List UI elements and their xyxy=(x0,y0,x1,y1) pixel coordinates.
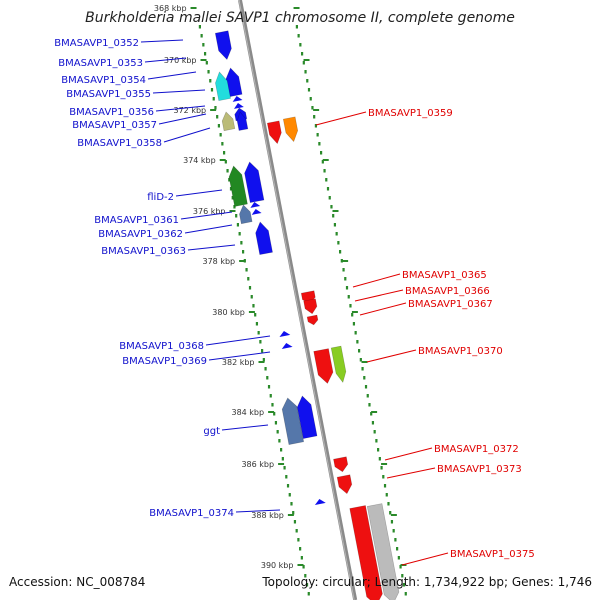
label-bmasavp1-0366: BMASAVP1_0366 xyxy=(405,286,490,297)
label-bmasavp1-0362-leader xyxy=(184,224,233,234)
label-flid-2-leader xyxy=(175,189,223,197)
gene-flid-2-green xyxy=(228,165,248,207)
label-bmasavp1-0374-leader xyxy=(235,509,281,513)
gene-bmasavp1-0353 xyxy=(215,71,231,101)
label-bmasavp1-0352-leader xyxy=(140,39,184,43)
label-ggt: ggt xyxy=(203,426,220,437)
label-bmasavp1-0365: BMASAVP1_0365 xyxy=(402,270,487,281)
tick-label: 388 kbp xyxy=(251,511,284,520)
gene-bmasavp1-0354 xyxy=(225,67,243,98)
label-bmasavp1-0373-leader xyxy=(386,467,436,479)
label-bmasavp1-0354-leader xyxy=(147,71,197,80)
label-bmasavp1-0373: BMASAVP1_0373 xyxy=(437,464,522,475)
label-bmasavp1-0361: BMASAVP1_0361 xyxy=(94,215,179,226)
gene-bmasavp1-0359 xyxy=(266,120,282,145)
gene-bmasavp1-0362b xyxy=(251,209,262,215)
gene-ggt-b xyxy=(296,395,318,439)
tick-label: 372 kbp xyxy=(174,106,207,115)
tick-label: 370 kbp xyxy=(164,56,197,65)
gene-bmasavp1-0369 xyxy=(281,343,293,349)
label-bmasavp1-0367-leader xyxy=(359,302,407,316)
chromosome-backbone-highlight xyxy=(238,0,355,600)
label-bmasavp1-0363-leader xyxy=(187,244,236,251)
label-bmasavp1-0356-leader xyxy=(155,105,206,112)
label-bmasavp1-0363: BMASAVP1_0363 xyxy=(101,246,186,257)
label-bmasavp1-0369: BMASAVP1_0369 xyxy=(122,356,207,367)
gene-bmasavp1-0356 xyxy=(234,103,244,109)
label-bmasavp1-0370-leader xyxy=(366,349,417,363)
dotted-ring-right xyxy=(295,25,407,596)
label-ggt-leader xyxy=(221,424,269,431)
gene-bmasavp1-0373 xyxy=(336,474,353,495)
gene-bmasavp1-0370 xyxy=(313,348,334,384)
label-bmasavp1-0356: BMASAVP1_0356 xyxy=(69,107,154,118)
label-bmasavp1-0372: BMASAVP1_0372 xyxy=(434,444,519,455)
tick-label: 386 kbp xyxy=(241,460,274,469)
gene-bmasavp1-0358b xyxy=(236,111,249,131)
gene-bmasavp1-0355 xyxy=(232,96,243,102)
accession-text: Accession: NC_008784 xyxy=(9,575,146,589)
map-title: Burkholderia mallei SAVP1 chromosome II,… xyxy=(85,10,515,26)
label-bmasavp1-0367: BMASAVP1_0367 xyxy=(408,299,493,310)
label-bmasavp1-0366-leader xyxy=(354,289,404,302)
gene-bmasavp1-0363 xyxy=(255,221,273,256)
gene-bmasavp1-0370b xyxy=(330,345,347,384)
label-bmasavp1-0372-leader xyxy=(384,447,433,461)
gene-ggt xyxy=(281,397,305,445)
label-bmasavp1-0368-leader xyxy=(205,335,271,346)
topology-text: Topology: circular; Length: 1,734,922 bp… xyxy=(262,575,592,589)
gene-flid-2 xyxy=(244,161,265,203)
label-bmasavp1-0375-leader xyxy=(401,552,449,566)
tick-label: 368 kbp xyxy=(154,4,187,13)
gene-bmasavp1-0367 xyxy=(306,314,319,326)
label-bmasavp1-0369-leader xyxy=(208,351,271,361)
gene-bmasavp1-0358 xyxy=(221,111,236,132)
tick-label: 374 kbp xyxy=(183,156,216,165)
label-bmasavp1-0375: BMASAVP1_0375 xyxy=(450,549,535,560)
label-bmasavp1-0357: BMASAVP1_0357 xyxy=(72,120,157,131)
gene-bmasavp1-0362 xyxy=(250,202,261,208)
tick-label: 382 kbp xyxy=(222,358,255,367)
label-bmasavp1-0355: BMASAVP1_0355 xyxy=(66,89,151,100)
gene-bmasavp1-0374 xyxy=(314,499,326,505)
tick-label: 380 kbp xyxy=(212,308,245,317)
label-bmasavp1-0374: BMASAVP1_0374 xyxy=(149,508,234,519)
gene-bmasavp1-0352 xyxy=(214,30,232,61)
label-bmasavp1-0358-leader xyxy=(163,127,211,143)
gene-bmasavp1-0359b xyxy=(282,116,299,143)
gene-bmasavp1-0366 xyxy=(303,298,318,315)
dotted-ring-left xyxy=(198,25,310,596)
tick-label: 390 kbp xyxy=(261,561,294,570)
label-bmasavp1-0370: BMASAVP1_0370 xyxy=(418,346,503,357)
label-bmasavp1-0353-leader xyxy=(144,57,187,63)
label-bmasavp1-0355-leader xyxy=(152,89,206,94)
label-bmasavp1-0352: BMASAVP1_0352 xyxy=(54,38,139,49)
label-bmasavp1-0353: BMASAVP1_0353 xyxy=(58,58,143,69)
tick-label: 384 kbp xyxy=(231,408,264,417)
tick-label: 376 kbp xyxy=(193,207,226,216)
gene-bmasavp1-0375b xyxy=(366,503,400,600)
gene-bmasavp1-0372 xyxy=(333,456,349,473)
label-flid-2: fliD-2 xyxy=(147,192,174,203)
tick-label: 378 kbp xyxy=(203,257,236,266)
label-bmasavp1-0357-leader xyxy=(158,113,207,125)
label-bmasavp1-0359-leader xyxy=(315,111,367,126)
label-bmasavp1-0365-leader xyxy=(352,273,401,288)
label-bmasavp1-0368: BMASAVP1_0368 xyxy=(119,341,204,352)
label-bmasavp1-0358: BMASAVP1_0358 xyxy=(77,138,162,149)
label-bmasavp1-0362: BMASAVP1_0362 xyxy=(98,229,183,240)
chromosome-backbone xyxy=(238,0,358,600)
gene-bmasavp1-0361 xyxy=(239,204,253,225)
label-bmasavp1-0361-leader xyxy=(180,211,233,220)
label-bmasavp1-0354: BMASAVP1_0354 xyxy=(61,75,146,86)
label-bmasavp1-0359: BMASAVP1_0359 xyxy=(368,108,453,119)
gene-bmasavp1-0368 xyxy=(279,331,291,337)
